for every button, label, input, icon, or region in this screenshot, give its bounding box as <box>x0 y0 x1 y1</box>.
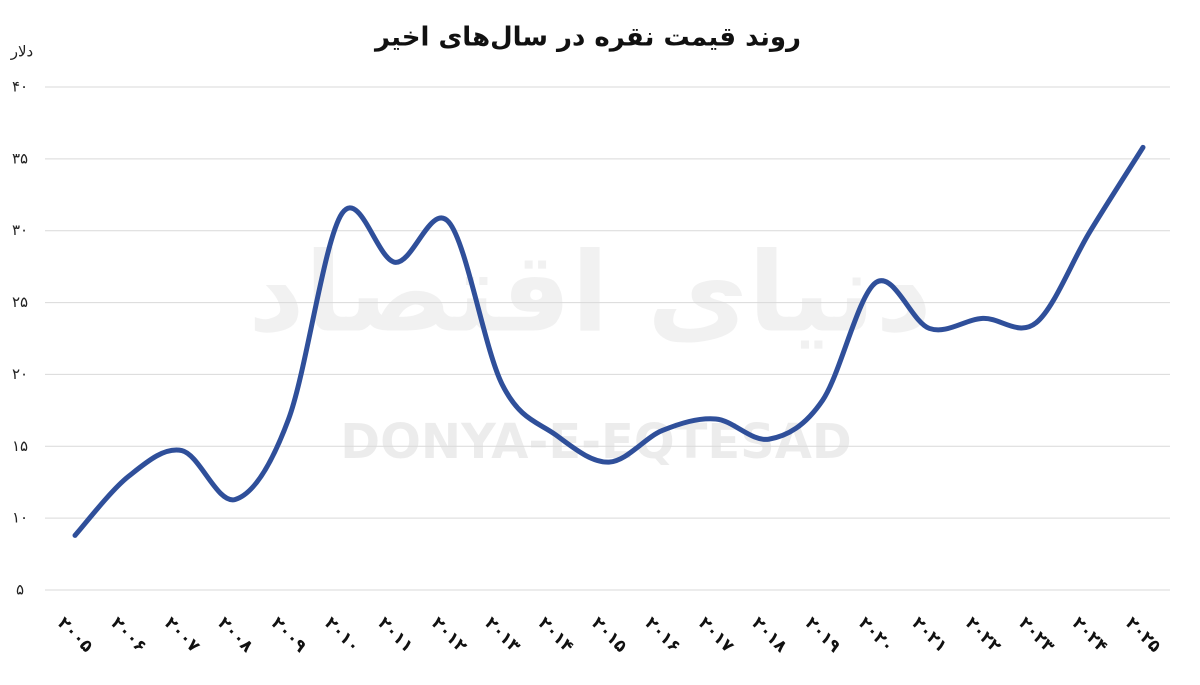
y-tick-label: ۱۵ <box>12 437 28 455</box>
y-tick-label: ۲۵ <box>12 293 28 311</box>
y-tick-label: ۱۰ <box>12 509 28 527</box>
x-tick-label: ۲۰۱۸ <box>747 613 791 657</box>
x-tick-label: ۲۰۱۷ <box>694 613 738 657</box>
x-tick-label: ۲۰۱۰ <box>320 613 363 656</box>
x-tick-label: ۲۰۰۶ <box>107 613 150 656</box>
x-tick-label: ۲۰۰۷ <box>160 613 204 657</box>
x-tick-label: ۲۰۲۱ <box>908 613 951 656</box>
x-tick-label: ۲۰۲۴ <box>1068 613 1111 656</box>
x-tick-label: ۲۰۰۸ <box>213 613 257 657</box>
y-axis-label: دلار <box>10 43 33 61</box>
x-tick-label: ۲۰۰۹ <box>267 613 311 657</box>
y-tick-label: ۳۵ <box>12 149 28 167</box>
y-tick-label: ۵ <box>16 581 24 599</box>
chart-title: روند قیمت نقره در سال‌های اخیر <box>373 23 801 53</box>
x-tick-label: ۲۰۱۵ <box>587 613 630 656</box>
x-tick-label: ۲۰۰۵ <box>53 613 96 656</box>
x-tick-label: ۲۰۱۶ <box>641 613 684 656</box>
x-tick-label: ۲۰۲۵ <box>1121 613 1164 656</box>
x-tick-label: ۲۰۱۱ <box>374 613 417 656</box>
x-tick-label: ۲۰۲۰ <box>854 613 897 656</box>
x-tick-label: ۲۰۲۲ <box>961 613 1005 657</box>
y-tick-label: ۲۰ <box>12 365 28 383</box>
watermark-logo: دنیای اقتصاد <box>248 228 932 356</box>
x-tick-label: ۲۰۱۳ <box>480 613 524 657</box>
x-tick-label: ۲۰۱۴ <box>534 613 577 656</box>
y-tick-label: ۳۰ <box>12 221 28 239</box>
x-tick-label: ۲۰۱۲ <box>427 613 471 657</box>
line <box>72 144 1146 538</box>
x-tick-label: ۲۰۲۳ <box>1014 613 1058 657</box>
x-tick-label: ۲۰۱۹ <box>801 613 845 657</box>
y-tick-label: ۴۰ <box>12 78 28 96</box>
